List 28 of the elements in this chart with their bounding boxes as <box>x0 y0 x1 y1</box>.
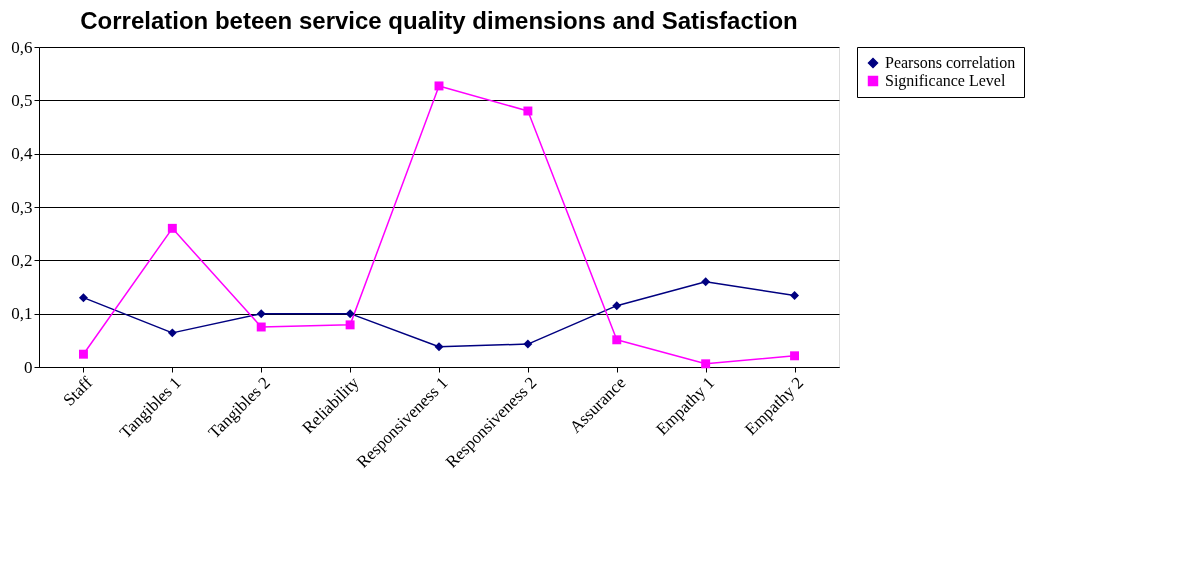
point <box>523 106 533 116</box>
y-tick-label: 0,4 <box>11 144 33 164</box>
point <box>523 339 533 349</box>
point <box>612 335 622 345</box>
point <box>612 301 622 311</box>
legend-label: Pearsons correlation <box>885 54 1016 71</box>
y-tick-label: 0,3 <box>11 197 33 217</box>
point <box>256 322 266 332</box>
point <box>790 291 800 301</box>
y-tick-label: 0,5 <box>11 90 33 110</box>
point <box>78 349 88 359</box>
point <box>345 320 355 330</box>
point <box>790 351 800 361</box>
y-tick-label: 0,2 <box>11 250 33 270</box>
point <box>434 81 444 91</box>
point <box>345 309 355 319</box>
y-tick-label: 0 <box>24 357 33 377</box>
legend-label: Significance Level <box>885 72 1006 90</box>
y-tick-label: 0,1 <box>11 304 33 324</box>
point <box>256 309 266 319</box>
point <box>167 223 177 233</box>
point <box>701 277 711 287</box>
y-tick-label: 0,6 <box>11 37 33 57</box>
chart-title: Correlation beteen service quality dimensions and Satisfaction <box>80 7 798 34</box>
point <box>701 359 711 369</box>
point <box>434 342 444 352</box>
point <box>78 293 88 303</box>
point <box>167 328 177 338</box>
